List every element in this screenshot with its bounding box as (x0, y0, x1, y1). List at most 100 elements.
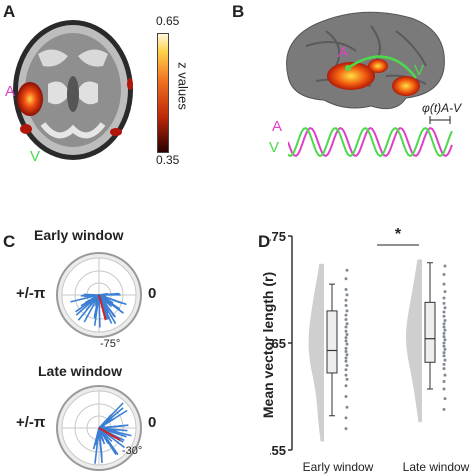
data-point (443, 347, 447, 351)
data-point (443, 397, 447, 401)
early-phase-distribution (70, 292, 127, 328)
data-point (345, 293, 349, 297)
phase-ray (98, 419, 111, 429)
early-mean-vector (98, 294, 107, 321)
data-point (442, 310, 446, 314)
panel-d-letter: D (258, 232, 271, 251)
early-mean-angle: -75° (100, 338, 121, 350)
data-point (344, 336, 348, 340)
data-point (344, 350, 348, 354)
data-point (344, 317, 348, 321)
box-iqr (424, 301, 436, 363)
data-point (344, 359, 348, 363)
early-right-label: 0 (148, 285, 157, 302)
oscillation-waves (288, 126, 453, 158)
early-window-title: Early window (34, 227, 124, 243)
data-point (443, 306, 447, 310)
mean-vector-length-chart: 0.55 0.65 0.75 Early window Late window * (270, 228, 470, 474)
data-point (443, 328, 447, 332)
data-point (442, 314, 446, 318)
data-point (345, 405, 349, 409)
data-point (344, 346, 348, 350)
late-right-label: 0 (148, 414, 157, 431)
data-point (344, 325, 348, 329)
panel-c-letter: C (3, 232, 16, 251)
data-point (345, 363, 349, 367)
data-point (344, 427, 348, 431)
data-point (442, 362, 446, 366)
auditory-wave (288, 126, 453, 158)
data-point (344, 298, 348, 302)
data-point (442, 322, 446, 326)
data-point (345, 268, 349, 272)
data-point (344, 339, 348, 343)
visual-cortex-activation (392, 76, 420, 96)
late-mean-vector (98, 427, 121, 441)
data-point (442, 325, 446, 329)
wave-label-a: A (272, 118, 283, 135)
data-point (345, 342, 349, 346)
phase-ray (84, 294, 100, 306)
wave-label-v: V (269, 139, 280, 156)
data-point (344, 304, 348, 308)
data-point (344, 277, 348, 281)
data-point (442, 351, 446, 355)
data-point (443, 264, 447, 268)
data-point (442, 387, 446, 391)
data-point (442, 354, 446, 358)
data-point (442, 282, 446, 286)
significance-star: * (395, 228, 402, 243)
connectivity-arc (347, 55, 417, 79)
data-point (442, 301, 446, 305)
data-point (344, 395, 348, 398)
data-point (442, 344, 446, 348)
data-point (443, 373, 447, 377)
data-point (345, 322, 349, 326)
data-point (344, 384, 348, 388)
auditory-activation-blob (17, 82, 43, 116)
panel-b-letter: B (232, 2, 245, 21)
lateral-brain-surface (286, 11, 445, 110)
phase-ray (98, 294, 123, 304)
data-point (443, 338, 447, 342)
late-left-label: +/-π (16, 414, 46, 431)
data-point (443, 290, 447, 294)
data-point (345, 309, 349, 313)
early-polar-plot (56, 252, 142, 338)
late-window-title: Late window (38, 363, 122, 379)
colorbar (157, 33, 169, 153)
data-point (344, 329, 348, 333)
data-point (344, 416, 348, 420)
phase-difference-label: φ(t)A-V (422, 101, 462, 115)
data-point (442, 341, 446, 345)
late-mean-angle: -30° (122, 445, 143, 457)
data-point (442, 367, 446, 371)
data-point (442, 407, 446, 411)
data-point (345, 377, 349, 381)
data-point (443, 358, 447, 362)
y-tick-label: 0.55 (270, 443, 286, 458)
auditory-cortex-activation (327, 62, 375, 90)
late-phase-distribution (92, 402, 132, 464)
category-label: Early window (303, 460, 374, 474)
data-point (344, 288, 348, 291)
data-point (443, 319, 447, 323)
phase-ray (98, 424, 129, 429)
data-point (344, 313, 348, 317)
data-point (345, 353, 349, 357)
box-iqr (326, 310, 338, 374)
late-polar-plot (56, 385, 142, 471)
phase-ray (83, 294, 100, 298)
phase-ray (96, 427, 100, 436)
y-tick-label: 0.65 (270, 336, 286, 351)
data-point (344, 368, 348, 372)
category-label: Late window (403, 460, 470, 474)
data-point (345, 332, 349, 336)
brain-label-a: A (338, 44, 349, 61)
early-left-label: +/-π (16, 285, 46, 302)
y-tick-label: 0.75 (270, 229, 286, 244)
panel-a-letter: A (3, 2, 16, 21)
phase-lag-bracket (429, 116, 451, 124)
label-a-auditory: A (5, 83, 16, 100)
data-point (442, 273, 446, 277)
